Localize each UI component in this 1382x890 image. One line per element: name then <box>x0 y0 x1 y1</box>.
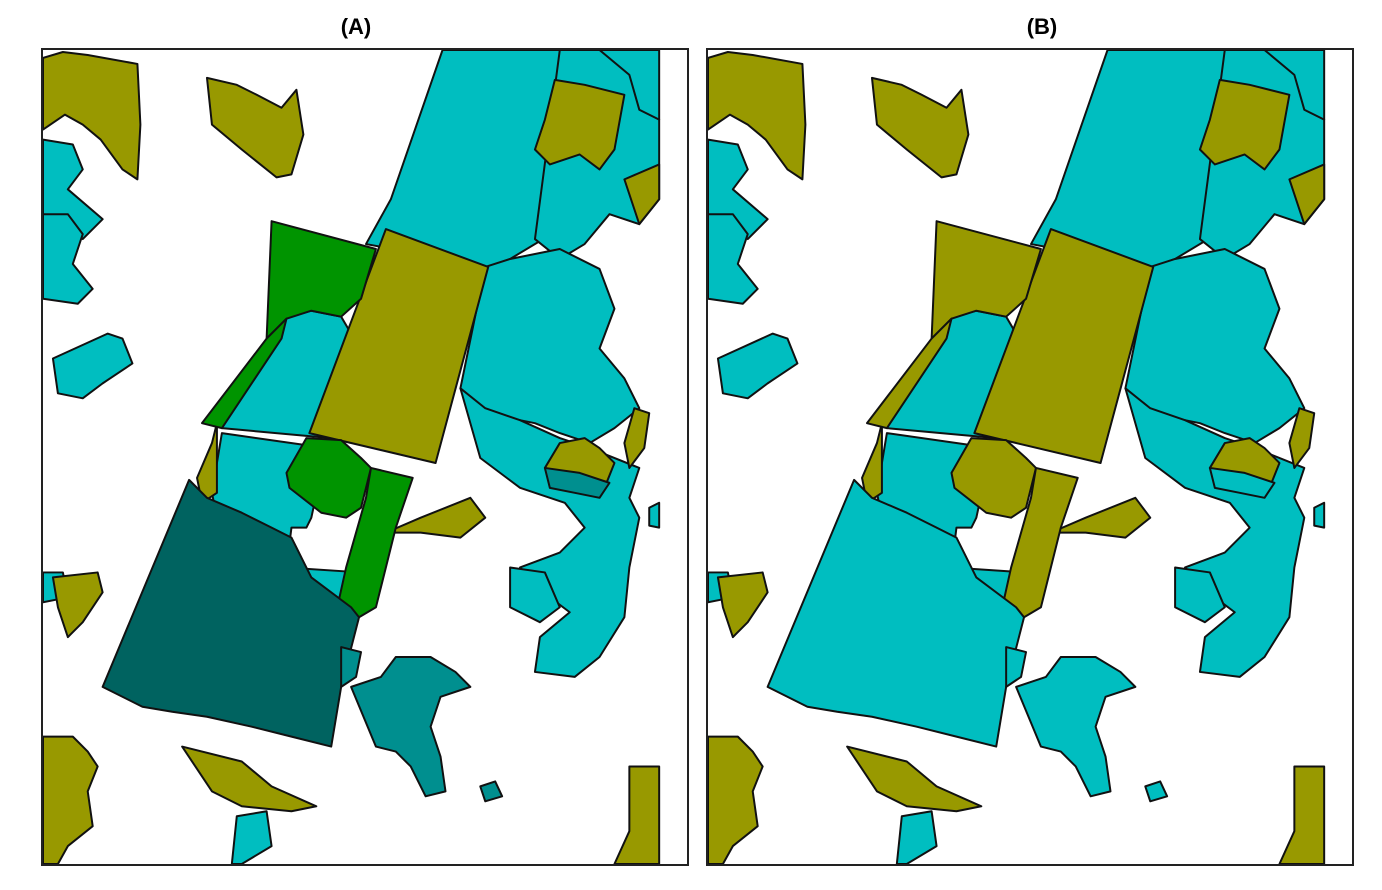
left-cyan-3 <box>51 332 134 400</box>
mid-right-cyan <box>1124 387 1306 678</box>
big-olive-rectangle <box>973 228 1155 464</box>
green-strip-west <box>866 317 953 430</box>
right-olive-2 <box>623 407 651 469</box>
teal-harbor-1 <box>1005 646 1028 688</box>
panel-b-title: (B) <box>1026 14 1058 39</box>
northwest-olive <box>205 76 305 179</box>
northwest-olive <box>870 76 970 179</box>
mid-olive <box>1049 496 1152 539</box>
teal-pier <box>1208 466 1276 499</box>
southwest-olive <box>716 571 769 639</box>
right-olive-1 <box>1288 163 1326 226</box>
teal-harbor-2 <box>1015 656 1137 798</box>
green-lobe <box>950 437 1037 519</box>
green-lobe <box>285 437 372 519</box>
teal-harbor-1 <box>340 646 363 688</box>
south-olive-3 <box>1278 765 1326 864</box>
south-olive-2 <box>43 735 99 864</box>
west-olive <box>708 50 807 181</box>
green-strip-west <box>201 317 288 430</box>
teal-pier <box>543 466 611 499</box>
teal-islet <box>1144 780 1169 803</box>
dark-teal-block <box>766 478 1026 748</box>
map-b-canvas <box>708 50 1326 864</box>
big-olive-rectangle <box>308 228 490 464</box>
left-cyan-2 <box>43 213 94 305</box>
east-olive <box>1198 78 1291 171</box>
map-a-canvas <box>43 50 661 864</box>
pier-cyan <box>1174 566 1226 624</box>
left-cyan-2 <box>708 213 759 305</box>
south-olive-2 <box>708 735 764 864</box>
teal-harbor-2 <box>350 656 472 798</box>
map-panel-a <box>41 48 689 866</box>
mid-olive <box>384 496 487 539</box>
mid-right-cyan <box>459 387 641 678</box>
right-olive-1 <box>623 163 661 226</box>
right-edge-cyan <box>648 501 661 529</box>
pier-cyan <box>509 566 561 624</box>
lower-cyan-1 <box>895 810 938 864</box>
map-panel-b <box>706 48 1354 866</box>
south-olive-3 <box>613 765 661 864</box>
teal-islet <box>479 780 504 803</box>
south-olive-1 <box>181 745 318 813</box>
south-olive-1 <box>846 745 983 813</box>
right-olive-2 <box>1288 407 1316 469</box>
panel-a-title: (A) <box>340 14 372 39</box>
east-olive <box>533 78 626 171</box>
west-olive <box>43 50 142 181</box>
lower-cyan-1 <box>230 810 273 864</box>
dark-teal-block <box>101 478 361 748</box>
southwest-olive <box>51 571 104 639</box>
right-edge-cyan <box>1313 501 1326 529</box>
left-cyan-3 <box>716 332 799 400</box>
